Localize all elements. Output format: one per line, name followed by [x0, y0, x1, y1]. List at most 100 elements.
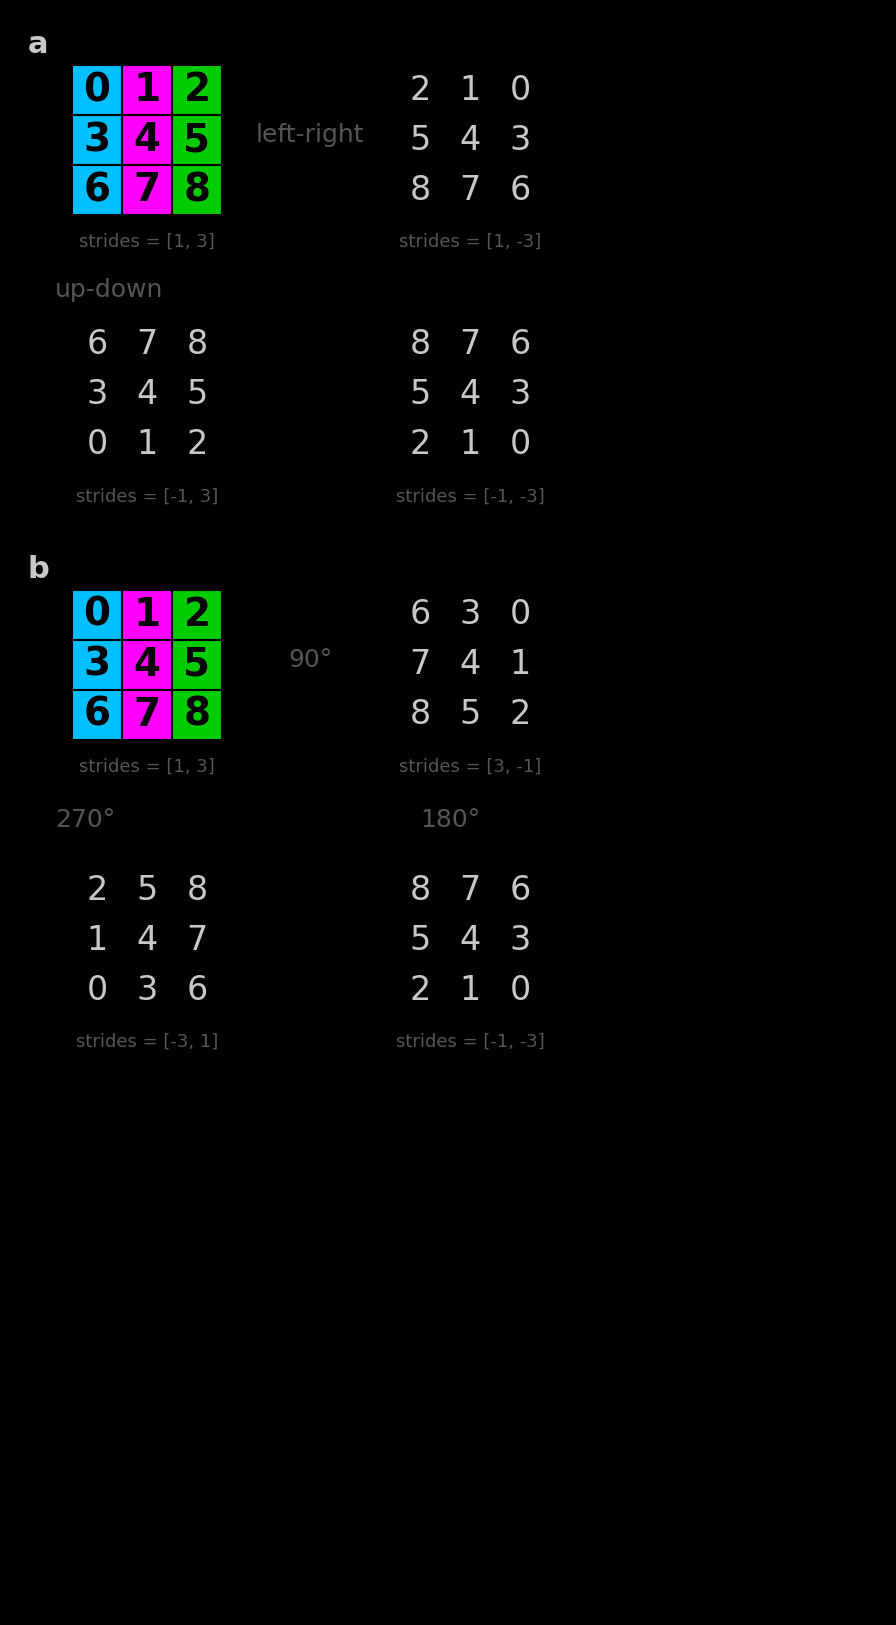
Text: 6: 6 [83, 696, 110, 734]
Text: 5: 5 [184, 647, 211, 684]
Bar [172, 691, 222, 739]
Text: 6: 6 [509, 874, 530, 907]
Bar [72, 166, 122, 215]
Text: b: b [28, 556, 50, 583]
Text: 6: 6 [86, 328, 108, 361]
Text: 6: 6 [509, 174, 530, 206]
Text: 8: 8 [184, 171, 211, 210]
Text: 2: 2 [409, 73, 431, 107]
Text: 2: 2 [409, 973, 431, 1006]
Text: 8: 8 [409, 328, 431, 361]
Text: 4: 4 [460, 379, 480, 411]
Text: 3: 3 [509, 124, 530, 156]
Text: 4: 4 [136, 379, 158, 411]
Text: 4: 4 [460, 923, 480, 957]
Text: strides = [3, -1]: strides = [3, -1] [399, 757, 541, 777]
Text: 4: 4 [136, 923, 158, 957]
Text: 7: 7 [460, 174, 480, 206]
Text: left-right: left-right [255, 124, 365, 146]
Bar [72, 115, 122, 166]
Text: 5: 5 [136, 874, 158, 907]
Bar [122, 640, 172, 691]
Text: 5: 5 [460, 699, 480, 731]
Text: 90°: 90° [288, 648, 332, 673]
Bar [122, 691, 172, 739]
Text: 4: 4 [460, 648, 480, 681]
Bar [72, 65, 122, 115]
Bar [122, 166, 172, 215]
Text: strides = [-3, 1]: strides = [-3, 1] [76, 1034, 218, 1051]
Text: 7: 7 [186, 923, 208, 957]
Bar [122, 65, 172, 115]
Text: 1: 1 [134, 596, 160, 634]
Text: 7: 7 [460, 328, 480, 361]
Text: 3: 3 [509, 923, 530, 957]
Text: strides = [1, -3]: strides = [1, -3] [399, 232, 541, 250]
Text: 1: 1 [460, 429, 480, 461]
Text: strides = [-1, -3]: strides = [-1, -3] [396, 488, 545, 505]
Text: 0: 0 [509, 973, 530, 1006]
Text: 2: 2 [184, 72, 211, 109]
Text: 6: 6 [186, 973, 208, 1006]
Text: 1: 1 [509, 648, 530, 681]
Text: 1: 1 [460, 973, 480, 1006]
Text: 1: 1 [460, 73, 480, 107]
Text: 5: 5 [186, 379, 208, 411]
Text: 3: 3 [83, 120, 110, 159]
Text: 4: 4 [460, 124, 480, 156]
Text: 0: 0 [509, 73, 530, 107]
Text: 3: 3 [86, 379, 108, 411]
Text: 3: 3 [83, 647, 110, 684]
Text: 7: 7 [409, 648, 431, 681]
Bar [122, 590, 172, 640]
Text: 3: 3 [509, 379, 530, 411]
Text: 8: 8 [409, 874, 431, 907]
Text: 180°: 180° [420, 808, 480, 832]
Text: 0: 0 [86, 973, 108, 1006]
Text: 1: 1 [86, 923, 108, 957]
Bar [172, 166, 222, 215]
Text: 4: 4 [134, 120, 160, 159]
Text: 8: 8 [186, 328, 208, 361]
Bar [172, 640, 222, 691]
Text: 7: 7 [134, 696, 160, 734]
Bar [72, 590, 122, 640]
Text: 5: 5 [409, 923, 431, 957]
Text: 3: 3 [136, 973, 158, 1006]
Text: 1: 1 [134, 72, 160, 109]
Text: 0: 0 [83, 72, 110, 109]
Text: 8: 8 [184, 696, 211, 734]
Bar [72, 640, 122, 691]
Text: 2: 2 [184, 596, 211, 634]
Text: up-down: up-down [55, 278, 163, 302]
Text: 3: 3 [460, 598, 480, 632]
Bar [72, 691, 122, 739]
Text: 0: 0 [509, 429, 530, 461]
Text: 2: 2 [509, 699, 530, 731]
Bar [172, 65, 222, 115]
Text: a: a [28, 29, 48, 58]
Text: strides = [1, 3]: strides = [1, 3] [79, 232, 215, 250]
Text: 7: 7 [134, 171, 160, 210]
Bar [122, 115, 172, 166]
Text: 270°: 270° [55, 808, 116, 832]
Text: 2: 2 [186, 429, 208, 461]
Text: strides = [-1, -3]: strides = [-1, -3] [396, 1034, 545, 1051]
Text: 5: 5 [409, 379, 431, 411]
Text: 5: 5 [184, 120, 211, 159]
Bar [172, 115, 222, 166]
Text: 7: 7 [136, 328, 158, 361]
Text: 8: 8 [409, 174, 431, 206]
Text: 2: 2 [86, 874, 108, 907]
Text: 0: 0 [83, 596, 110, 634]
Text: 6: 6 [509, 328, 530, 361]
Text: 8: 8 [186, 874, 208, 907]
Text: strides = [-1, 3]: strides = [-1, 3] [76, 488, 218, 505]
Text: 5: 5 [409, 124, 431, 156]
Bar [172, 590, 222, 640]
Text: 0: 0 [509, 598, 530, 632]
Text: 4: 4 [134, 647, 160, 684]
Text: 1: 1 [136, 429, 158, 461]
Text: 7: 7 [460, 874, 480, 907]
Text: 2: 2 [409, 429, 431, 461]
